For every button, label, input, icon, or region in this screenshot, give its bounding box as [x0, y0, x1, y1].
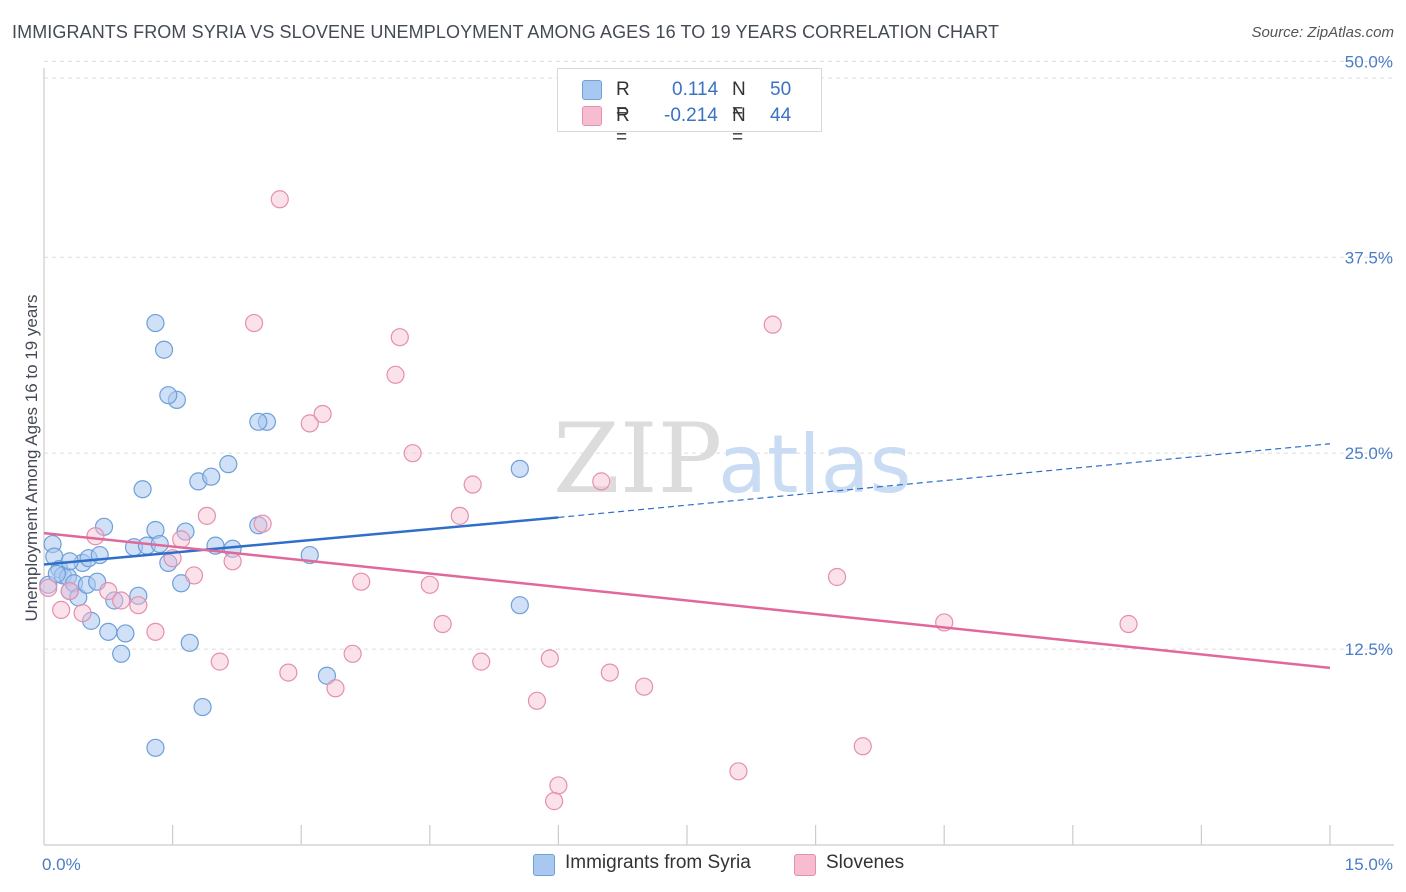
- legend-r-value: -0.214: [664, 105, 718, 126]
- data-point-slovenes: [184, 566, 204, 585]
- legend-swatch-slovenes: [582, 106, 602, 126]
- trend-line-syria-extension: [558, 443, 1331, 519]
- trend-lines: [43, 443, 1331, 670]
- trend-line-slovenes: [43, 531, 1331, 670]
- data-point-syria: [510, 596, 529, 615]
- y-tick-label: 12.5%: [1345, 640, 1393, 659]
- data-point-slovenes: [279, 663, 298, 682]
- data-point-slovenes: [52, 600, 71, 620]
- y-axis-label: Unemployment Among Ages 16 to 19 years: [22, 295, 41, 622]
- data-point-syria: [105, 591, 124, 610]
- data-point-slovenes: [112, 591, 131, 610]
- data-point-slovenes: [172, 530, 191, 549]
- data-point-slovenes: [433, 614, 452, 634]
- data-point-slovenes: [86, 527, 105, 546]
- data-point-syria: [219, 455, 238, 474]
- x-tick-label: 15.0%: [1345, 855, 1393, 874]
- data-point-slovenes: [527, 691, 547, 710]
- watermark: ZIP atlas: [553, 403, 911, 515]
- legend-n-label: N =: [732, 105, 746, 148]
- data-point-slovenes: [60, 581, 79, 601]
- bottom-legend-swatch-slovenes: [794, 854, 816, 876]
- data-point-syria: [99, 622, 118, 641]
- data-point-slovenes: [270, 190, 289, 209]
- data-point-slovenes: [1119, 614, 1138, 634]
- data-point-syria: [129, 586, 148, 605]
- axes-layer: [43, 68, 1394, 846]
- data-point-slovenes: [390, 328, 409, 347]
- data-point-slovenes: [635, 677, 654, 696]
- data-point-slovenes: [223, 552, 242, 571]
- legend-n-value: 44: [770, 105, 792, 126]
- data-point-syria: [202, 467, 221, 486]
- legend-box: R = 0.114 N = 50 R = -0.214 N = 44: [557, 68, 822, 148]
- data-point-slovenes: [549, 776, 568, 795]
- series-slovenes-points: [39, 190, 1138, 811]
- data-point-slovenes: [326, 679, 345, 698]
- chart-source: Source: ZipAtlas.com: [1251, 24, 1394, 41]
- data-point-slovenes: [472, 652, 491, 671]
- legend-swatch-syria: [582, 80, 602, 100]
- legend-r-label: R =: [616, 105, 630, 148]
- chart-title: IMMIGRANTS FROM SYRIA VS SLOVENE UNEMPLO…: [12, 22, 1000, 42]
- data-point-slovenes: [463, 475, 482, 494]
- data-point-syria: [510, 459, 529, 478]
- data-point-slovenes: [197, 506, 216, 525]
- data-point-slovenes: [450, 506, 469, 525]
- data-point-slovenes: [99, 581, 118, 601]
- data-point-slovenes: [827, 567, 847, 587]
- series-syria-points: [39, 313, 529, 757]
- bottom-legend-swatch-syria: [533, 854, 555, 876]
- data-point-slovenes: [129, 596, 148, 615]
- data-point-syria: [154, 340, 174, 359]
- x-tick-label: 0.0%: [42, 855, 81, 874]
- data-point-syria: [159, 386, 178, 405]
- data-point-syria: [112, 644, 131, 663]
- data-point-syria: [317, 666, 337, 685]
- data-point-slovenes: [600, 663, 619, 682]
- data-point-slovenes: [540, 649, 559, 668]
- watermark-atlas: atlas: [718, 418, 911, 511]
- y-tick-label: 50.0%: [1345, 52, 1393, 71]
- y-tick-label: 25.0%: [1345, 444, 1393, 463]
- data-point-slovenes: [210, 652, 229, 671]
- data-point-slovenes: [386, 365, 405, 384]
- data-point-slovenes: [420, 575, 439, 594]
- data-point-slovenes: [729, 762, 748, 781]
- data-point-syria: [249, 412, 268, 431]
- data-point-syria: [193, 697, 212, 717]
- legend-r-label: R =: [616, 79, 630, 122]
- data-point-syria: [146, 738, 165, 757]
- y-tick-label: 37.5%: [1345, 248, 1393, 267]
- watermark-zip: ZIP: [553, 403, 722, 515]
- tick-labels: 12.5% 25.0% 37.5% 50.0% 0.0% 15.0%: [42, 52, 1393, 874]
- data-point-syria: [47, 564, 66, 583]
- legend-r-value: 0.114: [672, 79, 719, 100]
- data-point-syria: [133, 480, 152, 499]
- data-point-slovenes: [39, 578, 58, 598]
- data-point-slovenes: [853, 737, 872, 756]
- data-point-slovenes: [403, 444, 422, 463]
- data-point-slovenes: [253, 514, 272, 533]
- trend-line-syria: [43, 516, 559, 566]
- data-point-slovenes: [313, 404, 332, 424]
- data-point-slovenes: [763, 315, 782, 334]
- data-point-slovenes: [592, 472, 611, 491]
- legend-n-label: N =: [732, 79, 746, 122]
- bottom-legend-label-slovenes: Slovenes: [826, 852, 905, 873]
- data-point-slovenes: [146, 622, 165, 641]
- data-point-syria: [116, 624, 135, 643]
- data-point-slovenes: [73, 603, 92, 623]
- legend-n-value: 50: [770, 79, 792, 100]
- data-point-syria: [180, 633, 199, 652]
- data-point-slovenes: [244, 313, 264, 333]
- data-point-slovenes: [545, 792, 564, 811]
- data-point-slovenes: [343, 644, 362, 663]
- grid-layer: [44, 60, 1394, 650]
- data-point-slovenes: [352, 572, 371, 591]
- bottom-legend-label-syria: Immigrants from Syria: [565, 852, 751, 873]
- data-point-syria: [146, 313, 165, 333]
- data-point-slovenes: [300, 414, 319, 433]
